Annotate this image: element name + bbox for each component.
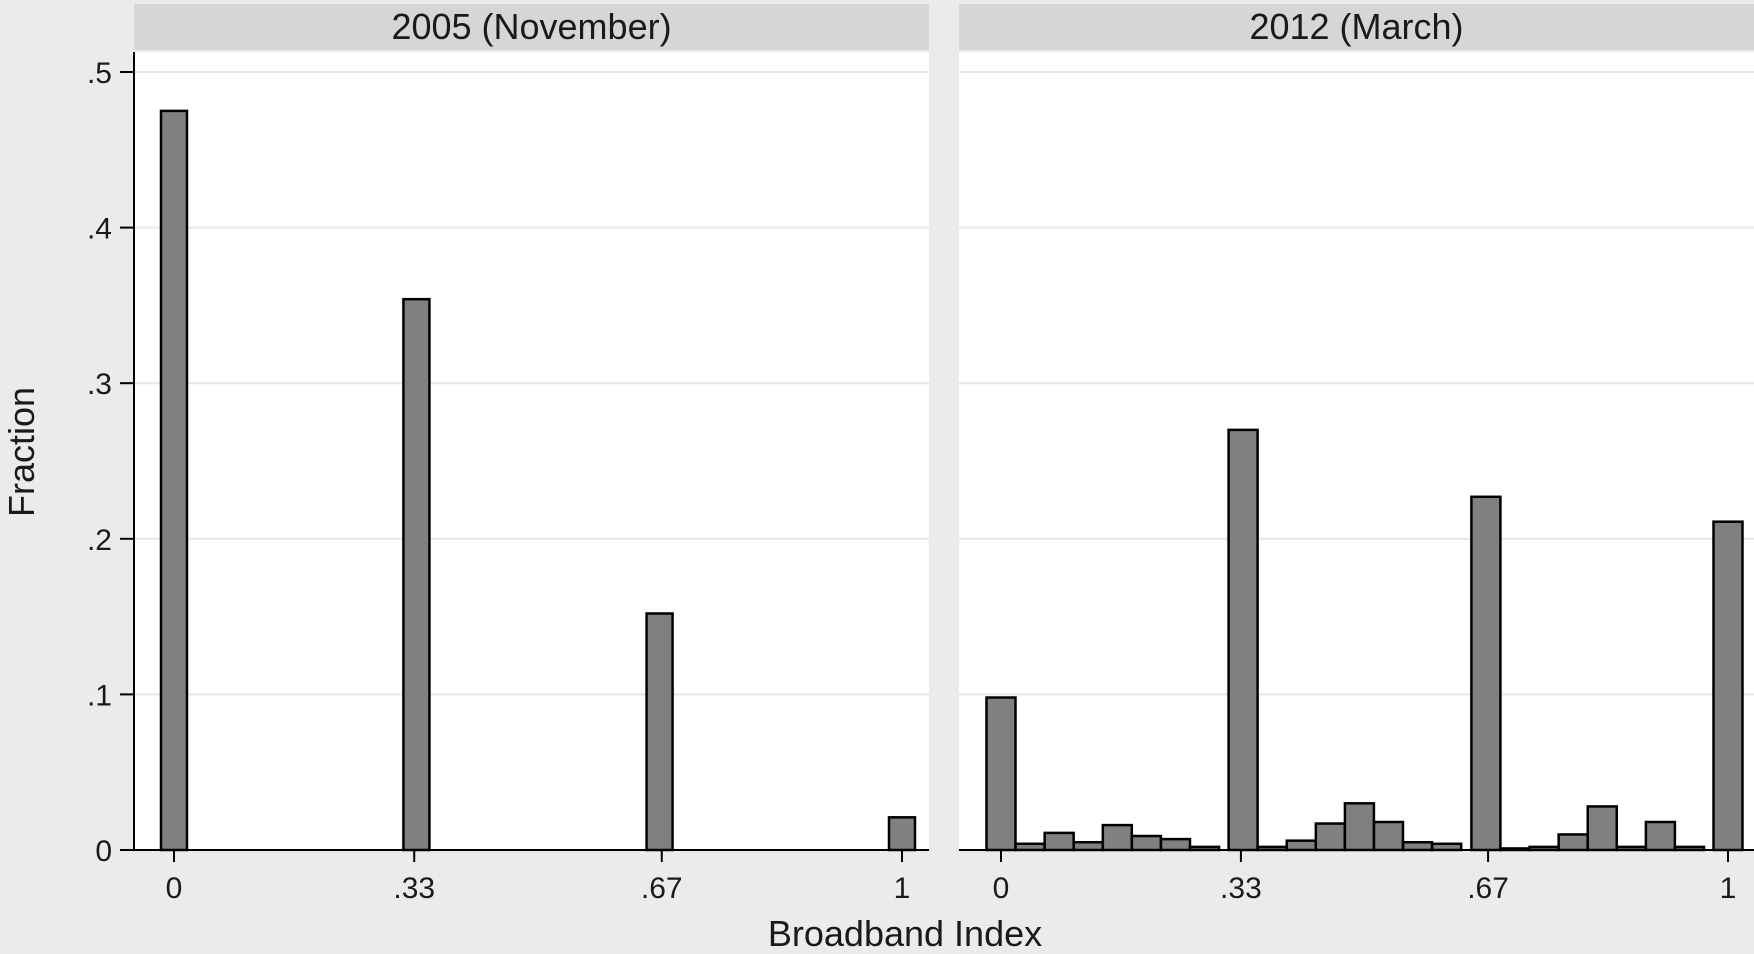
y-tick-label: 0 [95, 835, 112, 868]
panel-2: 2012 (March) 0 .33 .67 1 [959, 4, 1754, 905]
y-tick-label: .3 [87, 368, 112, 401]
bar [1586, 805, 1618, 852]
bar [887, 816, 917, 852]
y-tick-label: .4 [87, 213, 112, 246]
x-tick-label: .33 [1220, 872, 1262, 905]
y-axis-label: Fraction [1, 387, 42, 517]
x-tick-label: .67 [641, 872, 683, 905]
x-tick-label: .67 [1467, 872, 1509, 905]
y-tick-label: .1 [87, 679, 112, 712]
x-axis-label: Broadband Index [768, 913, 1042, 954]
bar [1043, 831, 1075, 852]
bar [1644, 820, 1677, 852]
bar [1227, 428, 1259, 852]
bar [402, 297, 431, 852]
panel-1: 2005 (November) 0 .33 .67 1 0 .1 .2 .3 .4 .5 [87, 4, 929, 905]
x-tick-label: 0 [993, 872, 1010, 905]
x-tick-label: 1 [1720, 872, 1737, 905]
y-tick-label: .5 [87, 57, 112, 90]
panel-header [959, 4, 1754, 50]
plot-area [134, 52, 929, 850]
bar [1314, 822, 1347, 852]
bar [1372, 820, 1405, 852]
panel-title: 2012 (March) [1249, 6, 1463, 47]
bar [1401, 840, 1434, 852]
panel-header [134, 4, 929, 50]
x-tick-label: .33 [393, 872, 435, 905]
bar [1343, 802, 1376, 852]
panel-title: 2005 (November) [391, 6, 671, 47]
panels-group: 2005 (November) 0 .33 .67 1 0 .1 .2 .3 .4 .5 2012 (… [87, 4, 1754, 905]
bar [645, 612, 674, 852]
bar [1101, 823, 1134, 852]
bar [1285, 839, 1318, 852]
x-tick-label: 1 [894, 872, 911, 905]
bar [1470, 495, 1502, 852]
x-tick-label: 0 [166, 872, 183, 905]
bar [1557, 833, 1589, 852]
bar [1712, 520, 1744, 852]
plot-area [959, 52, 1754, 850]
bar [159, 109, 189, 852]
bar [1072, 840, 1104, 852]
bar [1159, 837, 1192, 852]
y-tick-label: .2 [87, 524, 112, 557]
bar [985, 696, 1017, 852]
bar [1130, 834, 1163, 852]
